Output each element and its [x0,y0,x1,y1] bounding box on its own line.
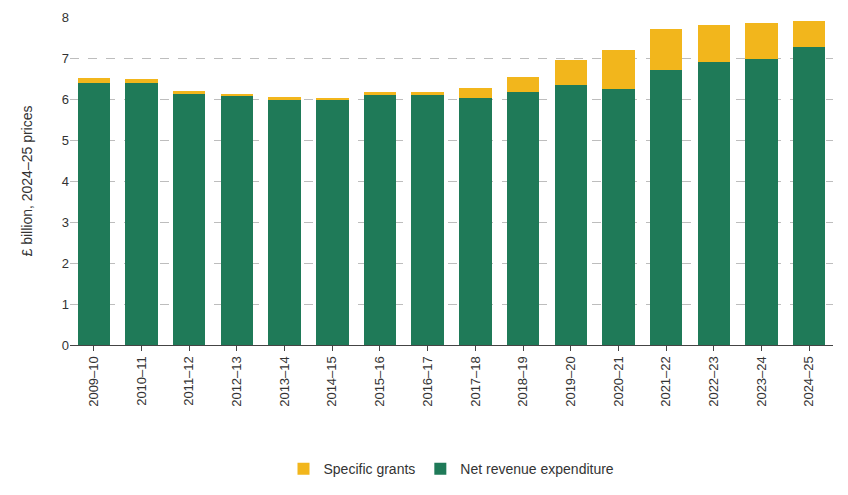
svg-text:4: 4 [62,174,69,189]
svg-text:2017–18: 2017–18 [468,356,483,407]
svg-text:2019–20: 2019–20 [563,356,578,407]
svg-text:2015–16: 2015–16 [372,356,387,407]
svg-text:3: 3 [62,215,69,230]
svg-text:2010–11: 2010–11 [134,356,149,406]
svg-text:1: 1 [62,297,69,312]
svg-text:2021–22: 2021–22 [658,356,673,407]
svg-text:2011–12: 2011–12 [181,356,196,406]
svg-text:2024–25: 2024–25 [801,356,816,407]
svg-text:2020–21: 2020–21 [611,356,626,407]
svg-text:2012–13: 2012–13 [229,356,244,407]
svg-text:2018–19: 2018–19 [515,356,530,407]
svg-text:2023–24: 2023–24 [754,356,769,407]
svg-text:0: 0 [62,338,69,353]
svg-text:£ billion, 2024–25 prices: £ billion, 2024–25 prices [19,106,35,257]
svg-text:2013–14: 2013–14 [277,356,292,407]
svg-text:2: 2 [62,256,69,271]
svg-text:2009–10: 2009–10 [86,356,101,407]
svg-text:5: 5 [62,133,69,148]
svg-text:2014–15: 2014–15 [325,356,340,407]
svg-text:2022–23: 2022–23 [706,356,721,407]
svg-text:6: 6 [62,92,69,107]
svg-text:8: 8 [62,10,69,25]
svg-text:2016–17: 2016–17 [420,356,435,407]
svg-text:7: 7 [62,51,69,66]
svg-text:Net revenue expenditure: Net revenue expenditure [460,461,614,477]
svg-text:Specific grants: Specific grants [324,461,416,477]
